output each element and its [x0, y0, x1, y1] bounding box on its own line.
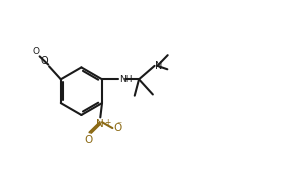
Text: N: N — [155, 61, 162, 71]
Text: O: O — [32, 47, 39, 56]
Text: NH: NH — [119, 75, 132, 84]
Text: O: O — [41, 56, 48, 66]
Text: ⁻: ⁻ — [116, 120, 121, 130]
Text: O: O — [113, 123, 121, 134]
Text: N: N — [96, 119, 104, 129]
Text: O: O — [84, 135, 92, 145]
Text: +: + — [104, 118, 110, 127]
